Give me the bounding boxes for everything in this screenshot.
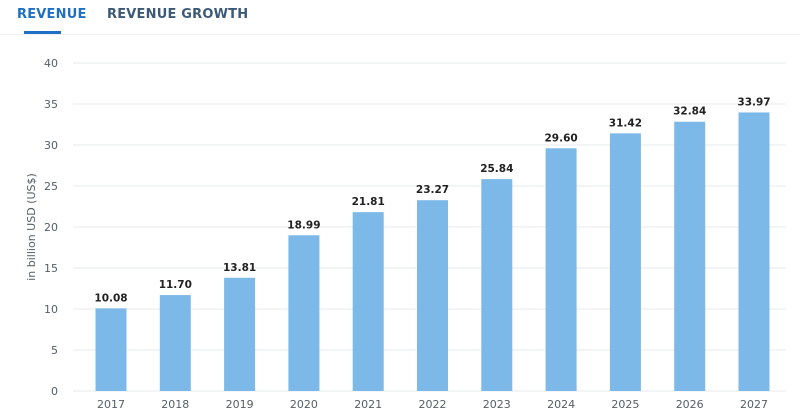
tab-revenue[interactable]: REVENUE [17, 7, 87, 22]
bar-2018[interactable] [159, 295, 191, 391]
bar-2023[interactable] [481, 179, 513, 391]
value-label-2021: 21.81 [352, 196, 385, 208]
y-tick-label: 5 [51, 344, 58, 357]
y-tick-label: 20 [44, 221, 58, 234]
y-tick-label: 0 [51, 385, 58, 398]
x-tick-label-2026: 2026 [676, 398, 704, 411]
bars [95, 112, 770, 392]
value-label-2018: 11.70 [159, 279, 192, 291]
y-tick-label: 10 [44, 303, 58, 316]
bar-2020[interactable] [288, 235, 320, 391]
value-label-2026: 32.84 [673, 106, 706, 118]
value-label-2027: 33.97 [737, 96, 770, 108]
x-axis-ticks: 2017 2018 2019 2020 2021 2022 2023 2024 2025 2026… [97, 398, 768, 411]
bar-2017[interactable] [95, 308, 127, 391]
bar-2024[interactable] [545, 148, 577, 391]
value-label-2025: 31.42 [609, 117, 642, 129]
x-tick-label-2022: 2022 [419, 398, 447, 411]
value-label-2023: 25.84 [480, 163, 513, 175]
bar-2022[interactable] [417, 200, 448, 391]
bar-2026[interactable] [674, 121, 706, 391]
x-tick-label-2023: 2023 [483, 398, 511, 411]
value-label-2020: 18.99 [287, 219, 320, 231]
y-tick-label: 30 [44, 139, 58, 152]
x-tick-label-2017: 2017 [97, 398, 125, 411]
y-tick-label: 40 [44, 57, 58, 70]
value-label-2022: 23.27 [416, 184, 449, 196]
y-axis-ticks: 0 5 10 15 20 25 30 35 40 [44, 57, 58, 398]
x-tick-label-2019: 2019 [226, 398, 254, 411]
y-tick-label: 35 [44, 98, 58, 111]
y-tick-label: 25 [44, 180, 58, 193]
bar-2027[interactable] [738, 112, 770, 392]
x-tick-label-2020: 2020 [290, 398, 318, 411]
value-label-2019: 13.81 [223, 262, 256, 274]
bar-2021[interactable] [352, 212, 384, 391]
tab-revenue-growth[interactable]: REVENUE GROWTH [107, 7, 249, 22]
value-labels: 10.08 11.70 13.81 18.99 21.81 23.27 25.84 29.60… [94, 96, 770, 304]
x-tick-label-2027: 2027 [740, 398, 768, 411]
bar-2019[interactable] [224, 277, 256, 391]
x-tick-label-2018: 2018 [161, 398, 189, 411]
value-label-2024: 29.60 [544, 132, 577, 144]
bar-2025[interactable] [609, 133, 641, 391]
value-label-2017: 10.08 [94, 292, 127, 304]
tab-divider [0, 34, 800, 35]
active-tab-indicator [24, 31, 61, 34]
x-tick-label-2025: 2025 [611, 398, 639, 411]
x-tick-label-2021: 2021 [354, 398, 382, 411]
tab-bar: REVENUE REVENUE GROWTH [0, 0, 800, 36]
y-axis-label: in billion USD (US$) [25, 173, 38, 281]
x-tick-label-2024: 2024 [547, 398, 575, 411]
y-tick-label: 15 [44, 262, 58, 275]
